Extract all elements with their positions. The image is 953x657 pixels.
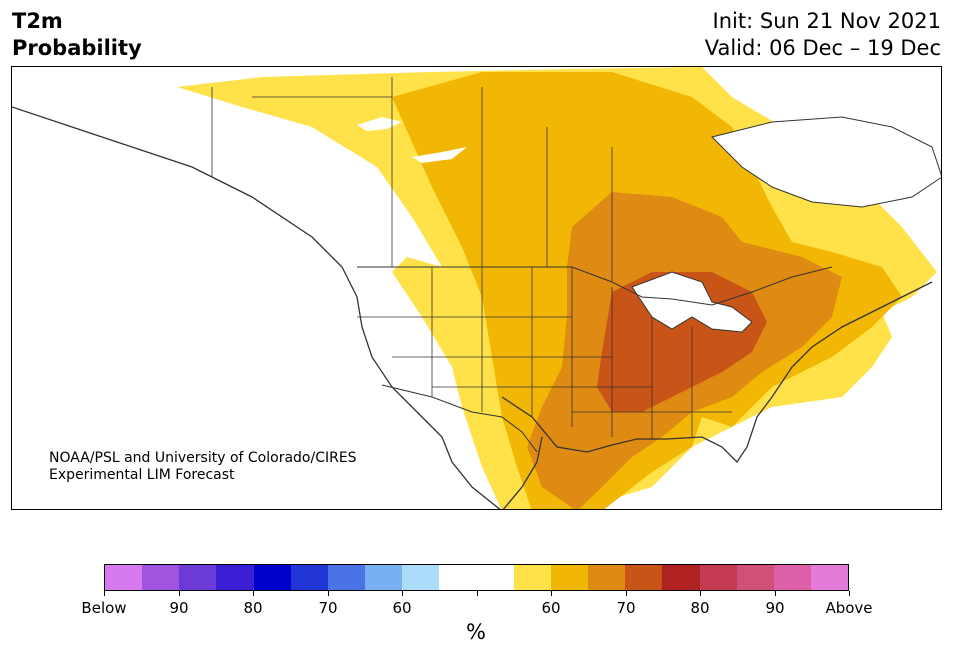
colorbar-segment [699,565,737,590]
colorbar-tick [179,591,180,596]
colorbar-segment [142,565,180,590]
colorbar-tick [551,591,552,596]
valid-range: Valid: 06 Dec – 19 Dec [704,36,941,60]
colorbar-tick [626,591,627,596]
product-label: Probability [12,36,142,60]
colorbar-tick [328,591,329,596]
colorbar-tick-label: 70 [616,599,636,617]
colorbar-tick [775,591,776,596]
gulf-coastline [501,281,933,464]
colorbar-segment [588,565,626,590]
colorbar-tick-label: 80 [243,599,263,617]
colorbar-tick [104,591,105,596]
great-slave-lake [357,117,402,131]
colorbar-segment [550,565,589,590]
colorbar-tick-label: 90 [169,599,189,617]
colorbar-segment [290,565,328,590]
colorbar-segment [736,565,774,590]
colorbar-tick-label: Below [81,599,127,617]
us-canada-border [357,266,833,306]
colorbar-segment [662,565,700,590]
colorbar-tick-label: 90 [765,599,785,617]
map-panel [11,66,942,510]
colorbar [104,564,849,591]
date-info: Init: Sun 21 Nov 2021 Valid: 06 Dec – 19… [705,8,941,62]
colorbar-segment [402,565,440,590]
colorbar-segment [513,565,551,590]
colorbar-segment [253,565,291,590]
colorbar-segment [810,565,849,590]
state-borders [357,267,732,439]
colorbar-tick [402,591,403,596]
lake-athabasca [412,147,467,163]
colorbar-segment [216,565,254,590]
colorbar-segment [625,565,663,590]
colorbar-segment [179,565,217,590]
colorbar-tick-label: 60 [392,599,412,617]
colorbar-segment [773,565,811,590]
west-coastline [12,106,501,509]
colorbar-segment [365,565,403,590]
credit-line-1: NOAA/PSL and University of Colorado/CIRE… [49,450,357,466]
colorbar-segment [327,565,366,590]
variable-label: T2m [12,9,63,33]
credit-line-2: Experimental LIM Forecast [49,467,235,483]
mexico-coastline [502,436,543,509]
colorbar-tick [849,591,850,596]
colorbar-tick-label: 70 [318,599,338,617]
colorbar-segment [105,565,143,590]
us-mexico-border [381,384,538,453]
colorbar-tick-label: 80 [690,599,710,617]
colorbar-segment [439,565,477,590]
colorbar-tick [253,591,254,596]
credit-text: NOAA/PSL and University of Colorado/CIRE… [49,450,357,484]
colorbar-tick-label: Above [825,599,873,617]
province-borders [211,77,613,282]
colorbar-tick-label: 60 [541,599,561,617]
init-date: Init: Sun 21 Nov 2021 [712,9,941,33]
colorbar-tick [477,591,478,596]
colorbar-tick [700,591,701,596]
chart-title: T2m Probability [12,8,142,62]
colorbar-segment [476,565,514,590]
hudson-bay [711,116,941,208]
colorbar-unit: % [466,620,486,644]
probability-map [12,67,941,509]
